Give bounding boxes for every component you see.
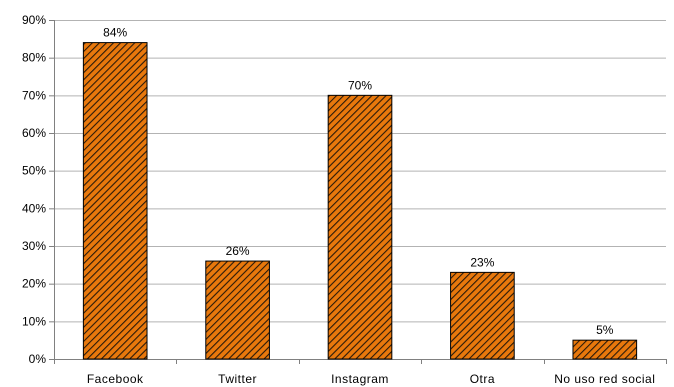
y-tick-label: 80% (22, 51, 46, 65)
data-label: 70% (348, 78, 372, 92)
bar-otra (451, 272, 515, 359)
x-category-label: No uso red social (554, 372, 655, 386)
y-tick-label: 60% (22, 126, 46, 140)
x-category-label: Instagram (331, 372, 389, 386)
y-tick-label: 40% (22, 201, 46, 215)
y-tick-label: 70% (22, 88, 46, 102)
bar-no-uso-red-social (573, 340, 637, 359)
bar-twitter (206, 261, 270, 359)
x-category-label: Twitter (218, 372, 257, 386)
y-tick-label: 50% (22, 164, 46, 178)
x-category-label: Facebook (87, 372, 144, 386)
y-tick-label: 30% (22, 239, 46, 253)
data-label: 5% (596, 323, 614, 337)
data-label: 23% (470, 255, 494, 269)
bar-facebook (83, 43, 147, 359)
y-tick-label: 90% (22, 13, 46, 27)
bar-instagram (328, 95, 392, 359)
data-label: 26% (226, 244, 250, 258)
y-tick-label: 0% (29, 352, 47, 366)
x-category-label: Otra (470, 372, 495, 386)
data-label: 84% (103, 26, 127, 40)
y-tick-label: 10% (22, 314, 46, 328)
y-tick-label: 20% (22, 277, 46, 291)
